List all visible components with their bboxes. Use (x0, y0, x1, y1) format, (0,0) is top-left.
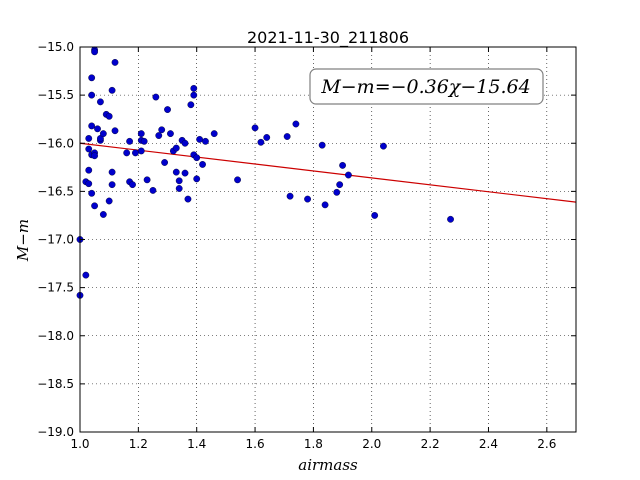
data-point (164, 106, 170, 112)
data-point (191, 85, 197, 91)
data-point (109, 169, 115, 175)
data-point (252, 125, 258, 131)
data-point (109, 87, 115, 93)
data-point (334, 189, 340, 195)
data-point (141, 138, 147, 144)
data-point (336, 181, 342, 187)
data-point (106, 198, 112, 204)
data-point (153, 94, 159, 100)
data-point (293, 121, 299, 127)
data-point (106, 113, 112, 119)
data-point (132, 150, 138, 156)
data-point (447, 216, 453, 222)
x-tick-label: 1.2 (129, 437, 148, 451)
data-point (196, 136, 202, 142)
data-point (188, 102, 194, 108)
data-point (211, 130, 217, 136)
data-point (112, 128, 118, 134)
annotation-text: M−m=−0.36χ−15.64 (320, 76, 530, 98)
x-tick-labels: 1.0 1.2 1.4 1.6 1.8 2.0 2.2 2.4 2.6 (70, 437, 556, 451)
y-tick-label: −18.5 (37, 377, 74, 391)
x-axis-label: airmass (298, 456, 358, 474)
data-point (129, 181, 135, 187)
data-point (158, 127, 164, 133)
data-point (91, 153, 97, 159)
data-point (199, 161, 205, 167)
x-tick-label: 2.0 (362, 437, 381, 451)
data-point (123, 150, 129, 156)
data-point (167, 130, 173, 136)
x-tick-label: 2.6 (537, 437, 556, 451)
data-point (194, 154, 200, 160)
data-point (176, 178, 182, 184)
data-point (182, 170, 188, 176)
data-point (91, 49, 97, 55)
data-point (156, 132, 162, 138)
data-point (88, 123, 94, 129)
data-point (202, 138, 208, 144)
data-point (100, 130, 106, 136)
y-tick-labels: −15.0 −15.5 −16.0 −16.5 −17.0 −17.5 −18.0 −18.5… (37, 40, 74, 439)
data-point (173, 169, 179, 175)
x-tick-label: 2.4 (479, 437, 498, 451)
data-point (287, 193, 293, 199)
data-point (109, 181, 115, 187)
data-point (194, 176, 200, 182)
data-point (161, 159, 167, 165)
y-tick-label: −17.5 (37, 281, 74, 295)
data-point (126, 138, 132, 144)
y-tick-label: −15.5 (37, 88, 74, 102)
x-tick-label: 1.0 (70, 437, 89, 451)
fit-annotation: M−m=−0.36χ−15.64 (310, 69, 543, 104)
y-tick-label: −18.0 (37, 329, 74, 343)
y-tick-label: −16.0 (37, 136, 74, 150)
data-point (264, 134, 270, 140)
x-tick-label: 2.2 (421, 437, 440, 451)
data-point (150, 187, 156, 193)
x-tick-label: 1.6 (246, 437, 265, 451)
data-point (88, 92, 94, 98)
data-point (371, 212, 377, 218)
data-point (100, 211, 106, 217)
data-point (173, 145, 179, 151)
data-point (138, 148, 144, 154)
data-point (182, 140, 188, 146)
data-point (88, 75, 94, 81)
y-tick-label: −16.5 (37, 184, 74, 198)
data-point (86, 167, 92, 173)
y-tick-label: −19.0 (37, 425, 74, 439)
data-point (176, 185, 182, 191)
data-point (94, 126, 100, 132)
y-tick-label: −15.0 (37, 40, 74, 54)
data-point (191, 92, 197, 98)
data-point (185, 196, 191, 202)
data-point (322, 202, 328, 208)
data-point (86, 135, 92, 141)
data-point (112, 59, 118, 65)
data-point (258, 139, 264, 145)
data-point (345, 172, 351, 178)
data-point (97, 99, 103, 105)
data-point (83, 272, 89, 278)
y-axis-label: M−m (14, 219, 32, 262)
x-tick-label: 1.8 (304, 437, 323, 451)
chart-title: 2021-11-30_211806 (247, 28, 409, 48)
x-tick-label: 1.4 (187, 437, 206, 451)
data-point (234, 177, 240, 183)
data-point (138, 130, 144, 136)
data-point (284, 133, 290, 139)
data-point (319, 142, 325, 148)
data-point (88, 190, 94, 196)
data-point (91, 203, 97, 209)
data-point (339, 162, 345, 168)
data-point (144, 177, 150, 183)
data-point (380, 143, 386, 149)
data-point (304, 196, 310, 202)
y-tick-label: −17.0 (37, 233, 74, 247)
data-point (86, 180, 92, 186)
data-point (86, 146, 92, 152)
